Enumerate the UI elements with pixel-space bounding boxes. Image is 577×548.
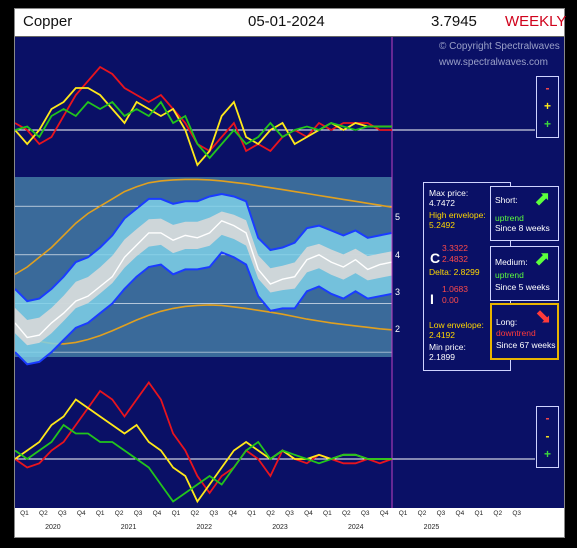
legend-red: - [545, 411, 550, 425]
low-envelope-value: 2.4192 [429, 330, 455, 340]
inner-band-fill [15, 211, 392, 346]
instrument-name: Copper [23, 13, 73, 30]
long-since: Since 67 weeks [496, 340, 556, 350]
website-line: www.spectralwaves.com [439, 57, 548, 68]
quarter-tick: Q3 [512, 510, 521, 517]
c-value-2: 2.4832 [442, 254, 468, 264]
medium-label: Medium: [495, 257, 528, 267]
quarter-tick: Q4 [304, 510, 313, 517]
i-value-1: 1.0683 [442, 284, 468, 294]
quarter-tick: Q1 [247, 510, 256, 517]
legend-red: - [545, 81, 550, 95]
long-label: Long: [496, 317, 518, 327]
chart-header: Copper 05-01-2024 3.7945 WEEKLY [15, 9, 567, 37]
high-envelope-line [15, 178, 393, 275]
ytick-2: 2 [395, 324, 401, 334]
chart-frame: Copper 05-01-2024 3.7945 WEEKLY © Copyri… [14, 8, 567, 538]
quarter-tick: Q4 [76, 510, 86, 517]
year-label: 2023 [272, 524, 288, 531]
legend-green: + [543, 447, 551, 461]
year-label: 2020 [45, 524, 61, 531]
quarter-tick: Q3 [436, 510, 446, 517]
up-arrow-icon: ⬈ [534, 248, 551, 270]
ytick-4: 4 [395, 250, 401, 260]
quarter-tick: Q2 [341, 510, 351, 517]
medium-since: Since 5 weeks [495, 282, 550, 292]
bottom-legend-box: - - + [536, 406, 559, 468]
long-trend-box: Long: downtrend Since 67 weeks ⬊ [490, 303, 559, 360]
medium-state: uptrend [495, 270, 524, 280]
quarter-tick: Q2 [417, 510, 427, 517]
short-label: Short: [495, 195, 518, 205]
long-state: downtrend [496, 328, 536, 338]
quarter-tick: Q2 [190, 510, 200, 517]
quarter-tick: Q1 [95, 510, 105, 517]
last-price: 3.7945 [431, 13, 477, 30]
period-label: WEEKLY [505, 13, 567, 30]
year-label: 2021 [120, 524, 137, 531]
min-price-value: 2.1899 [429, 352, 455, 362]
c-value-1: 3.3322 [442, 243, 468, 253]
delta-value: Delta: 2.8299 [429, 267, 480, 277]
top-red-line [15, 65, 392, 153]
ytick-5: 5 [395, 212, 401, 222]
quarter-tick: Q3 [209, 510, 219, 517]
min-price-label: Min price: [429, 342, 466, 352]
low-envelope-line [15, 304, 393, 345]
max-price-label: Max price: [429, 188, 469, 198]
quarter-tick: Q1 [323, 510, 332, 517]
medium-trend-box: Medium: uptrend Since 5 weeks ⬈ [490, 246, 559, 301]
quarter-tick: Q1 [474, 510, 484, 517]
bottom-green-line [15, 423, 392, 503]
high-envelope-value: 5.2492 [429, 220, 455, 230]
price-line [15, 219, 393, 339]
short-since: Since 8 weeks [495, 223, 550, 233]
year-label: 2024 [347, 524, 364, 531]
copyright-line: © Copyright Spectralwaves [439, 41, 560, 52]
max-price-value: 4.7472 [429, 198, 455, 208]
top-yellow-line [15, 87, 392, 167]
quarter-tick: Q1 [398, 510, 408, 517]
quarter-tick: Q2 [493, 510, 503, 517]
top-legend-box: - + + [536, 76, 559, 138]
upper-band-line [15, 192, 393, 303]
legend-green: + [543, 117, 551, 131]
quarter-tick: Q1 [20, 510, 29, 517]
i-label: I [430, 291, 434, 307]
i-value-2: 0.00 [442, 295, 459, 305]
bottom-red-line [15, 380, 393, 495]
low-envelope-label: Low envelope: [429, 320, 484, 330]
ytick-3: 3 [395, 287, 401, 297]
quarter-tick: Q2 [114, 510, 124, 517]
year-label: 2022 [196, 524, 213, 531]
high-envelope-label: High envelope: [429, 210, 486, 220]
quarter-tick: Q4 [379, 510, 389, 517]
lower-band-line [15, 251, 393, 366]
quarter-tick: Q3 [360, 510, 370, 517]
short-state: uptrend [495, 213, 524, 223]
legend-yellow: - [545, 429, 550, 443]
quarter-tick: Q2 [266, 510, 275, 517]
x-axis: Q1 Q2 Q3 Q4 Q1 Q2 Q3 Q4 Q1 Q2 Q3 Q4 Q1 Q2 Q3 Q4 Q1 Q2 Q3 Q4… [15, 508, 564, 537]
quarter-tick: Q3 [57, 510, 67, 517]
quarter-tick: Q2 [39, 510, 48, 517]
quarter-tick: Q4 [152, 510, 162, 517]
short-trend-box: Short: uptrend Since 8 weeks ⬈ [490, 186, 559, 241]
quarter-tick: Q1 [171, 510, 181, 517]
c-label: C [430, 250, 441, 266]
up-arrow-icon: ⬈ [534, 188, 551, 210]
chart-date: 05-01-2024 [248, 13, 325, 30]
quarter-tick: Q4 [228, 510, 238, 517]
quarter-tick: Q3 [285, 510, 294, 517]
down-arrow-icon: ⬊ [535, 306, 552, 328]
quarter-tick: Q4 [455, 510, 465, 517]
copyright: © Copyright Spectralwaves www.spectralwa… [439, 39, 560, 71]
quarter-tick: Q3 [133, 510, 143, 517]
top-green-line [15, 100, 392, 160]
chart-svg [15, 37, 535, 508]
bottom-yellow-line [15, 398, 392, 504]
year-label: 2025 [423, 524, 440, 531]
legend-yellow: + [543, 99, 551, 113]
